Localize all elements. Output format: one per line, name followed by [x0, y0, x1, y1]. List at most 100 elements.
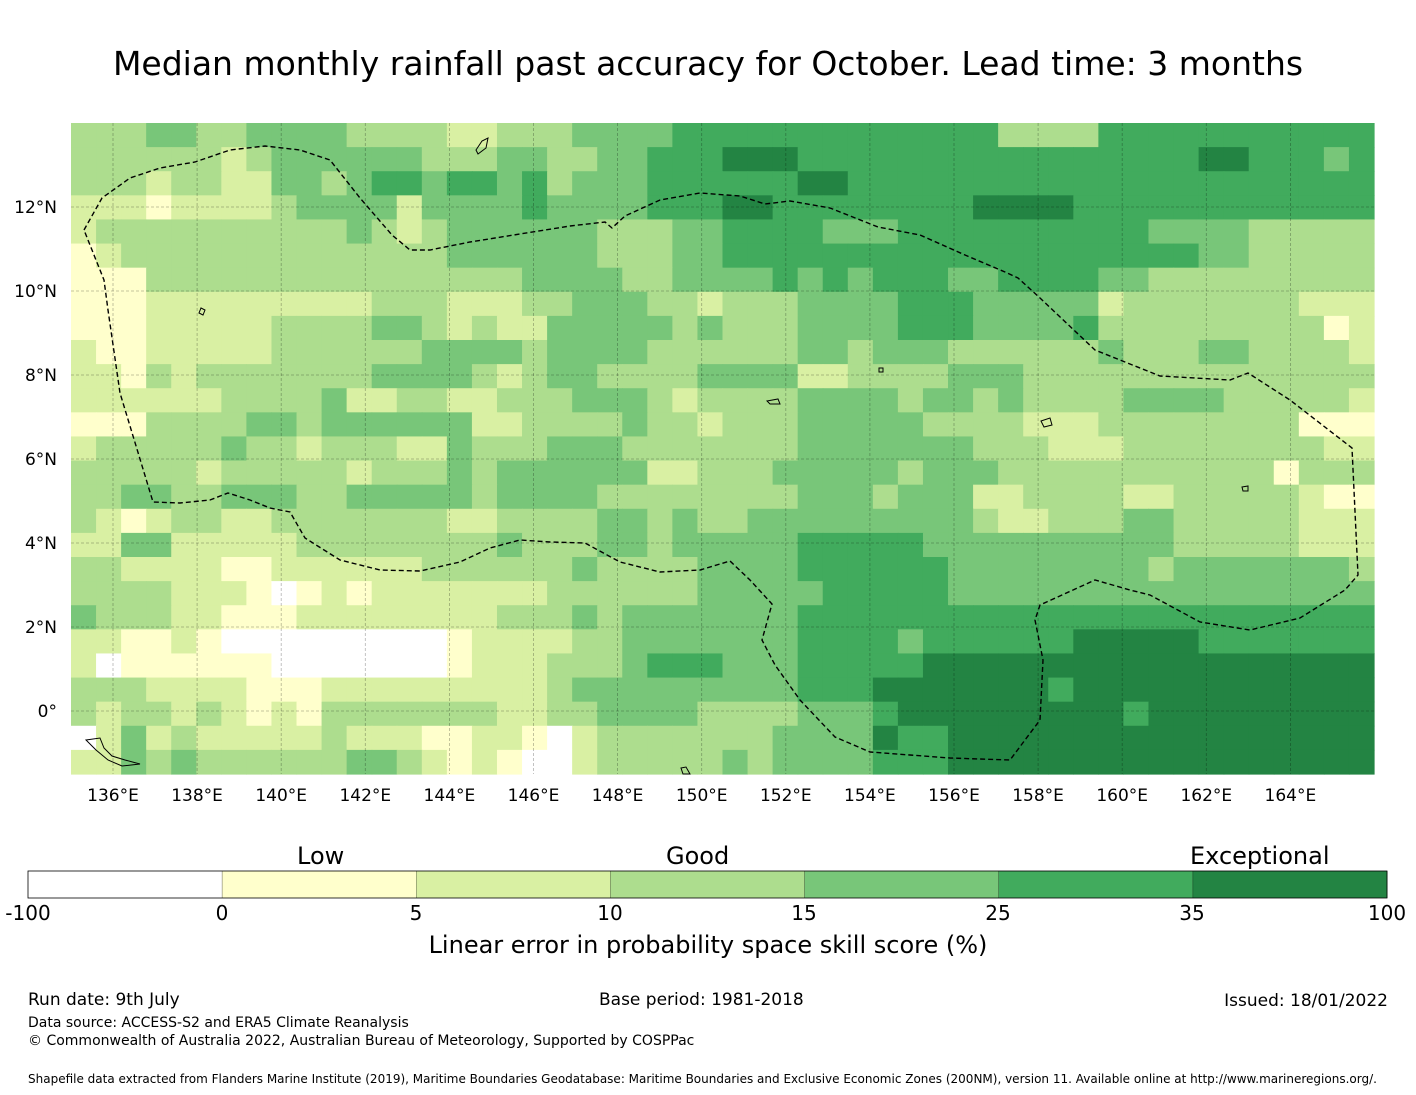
grid-cell: [797, 195, 824, 221]
grid-cell: [597, 508, 623, 534]
grid-cell: [396, 364, 423, 389]
grid-cell: [1073, 123, 1099, 148]
grid-cell: [948, 123, 974, 148]
grid-cell: [71, 243, 97, 269]
grid-cell: [1073, 195, 1099, 221]
grid-cell: [1273, 701, 1300, 727]
grid-cell: [547, 412, 573, 438]
grid-cell: [547, 340, 573, 365]
grid-cell: [1198, 677, 1225, 703]
grid-cell: [471, 484, 498, 510]
grid-cell: [772, 388, 799, 413]
grid-cell: [797, 388, 824, 413]
grid-cell: [1273, 171, 1300, 196]
grid-cell: [622, 605, 648, 630]
grid-cell: [697, 364, 724, 389]
grid-cell: [1073, 532, 1099, 558]
grid-cell: [1248, 267, 1275, 293]
grid-cell: [1098, 677, 1125, 703]
island-outline: [680, 766, 691, 775]
grid-cell: [522, 364, 548, 389]
grid-cell: [722, 436, 749, 462]
grid-cell: [973, 171, 999, 196]
grid-cell: [1348, 388, 1375, 413]
grid-cell: [672, 557, 699, 582]
grid-cell: [772, 243, 799, 269]
grid-cell: [71, 605, 97, 630]
longitude-label: 156°E: [928, 786, 980, 806]
grid-cell: [1298, 219, 1325, 245]
colorbar-segment: [998, 871, 1194, 898]
grid-cell: [922, 291, 949, 317]
grid-cell: [522, 629, 548, 655]
grid-cell: [973, 267, 999, 293]
grid-cell: [597, 725, 623, 751]
grid-cell: [296, 315, 323, 341]
grid-cell: [296, 677, 323, 703]
grid-cell: [446, 388, 473, 413]
grid-cell: [572, 243, 598, 269]
grid-cell: [948, 388, 974, 413]
latitude-label: 6°N: [25, 450, 57, 470]
grid-cell: [1148, 605, 1175, 630]
grid-cell: [96, 171, 122, 196]
grid-cell: [1048, 629, 1074, 655]
grid-cell: [421, 653, 448, 679]
grid-cell: [221, 581, 248, 606]
grid-cell: [1298, 460, 1325, 486]
grid-cell: [973, 532, 999, 558]
grid-cell: [1223, 460, 1250, 486]
colorbar-title: Linear error in probability space skill …: [428, 931, 988, 959]
grid-cell: [973, 653, 999, 679]
grid-cell: [446, 147, 473, 172]
grid-cell: [847, 484, 874, 510]
grid-cell: [1123, 436, 1150, 462]
colorbar-segment: [222, 871, 417, 898]
grid-cell: [1298, 171, 1325, 196]
longitude-label: 160°E: [1096, 786, 1148, 806]
grid-cell: [897, 460, 924, 486]
grid-cell: [421, 412, 448, 438]
grid-cell: [1273, 195, 1300, 221]
grid-cell: [622, 267, 648, 293]
grid-cell: [647, 581, 673, 606]
grid-cell: [271, 749, 298, 775]
grid-cell: [597, 123, 623, 148]
grid-cell: [772, 508, 799, 534]
grid-cell: [321, 147, 348, 172]
grid-cell: [146, 388, 172, 413]
longitude-label: 154°E: [844, 786, 896, 806]
grid-cell: [1123, 291, 1150, 317]
grid-cell: [1123, 460, 1150, 486]
grid-cell: [146, 701, 172, 727]
grid-cell: [1273, 629, 1300, 655]
grid-cell: [747, 243, 774, 269]
grid-cell: [221, 532, 248, 558]
grid-cell: [547, 725, 573, 751]
map-title: Median monthly rainfall past accuracy fo…: [112, 44, 1304, 83]
grid-cell: [547, 508, 573, 534]
grid-cell: [1048, 340, 1074, 365]
grid-cell: [371, 364, 398, 389]
grid-cell: [697, 653, 724, 679]
grid-cell: [396, 557, 423, 582]
grid-cell: [321, 725, 348, 751]
grid-cell: [772, 436, 799, 462]
grid-cell: [296, 388, 323, 413]
grid-cell: [897, 436, 924, 462]
grid-cell: [221, 629, 248, 655]
grid-cell: [271, 677, 298, 703]
grid-cell: [1123, 195, 1150, 221]
grid-cell: [221, 340, 248, 365]
grid-cell: [1273, 557, 1300, 582]
grid-cell: [647, 364, 673, 389]
grid-cell: [471, 653, 498, 679]
grid-cell: [1173, 749, 1200, 775]
grid-cell: [897, 508, 924, 534]
grid-cell: [321, 557, 348, 582]
grid-cell: [697, 243, 724, 269]
grid-cell: [1273, 315, 1300, 341]
grid-cell: [271, 243, 298, 269]
grid-cell: [872, 508, 899, 534]
grid-cell: [1173, 557, 1200, 582]
